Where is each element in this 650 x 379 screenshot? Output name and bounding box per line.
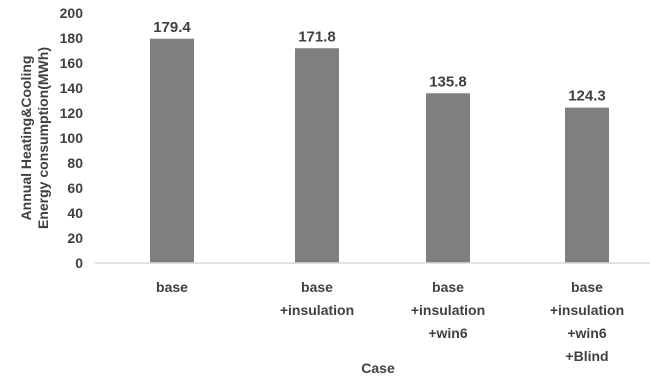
y-tick-label: 180 (60, 30, 84, 46)
y-tick-label: 120 (60, 105, 84, 121)
y-axis-ticks: 0 20 40 60 80 100 120 140 160 180 200 (60, 5, 84, 271)
data-label: 171.8 (298, 28, 336, 45)
x-category-label: +Blind (565, 348, 608, 364)
y-axis-title: Annual Heating&Cooling Energy consumption… (18, 47, 51, 229)
data-labels: 179.4 171.8 135.8 124.3 (153, 19, 606, 105)
x-category-label: base (432, 279, 464, 295)
y-tick-label: 80 (67, 155, 83, 171)
data-label: 135.8 (429, 73, 467, 90)
y-tick-label: 40 (67, 205, 83, 221)
y-tick-label: 140 (60, 80, 84, 96)
y-tick-label: 100 (60, 130, 84, 146)
y-tick-label: 60 (67, 180, 83, 196)
y-axis-title-line: Annual Heating&Cooling (18, 56, 34, 221)
bar (565, 107, 609, 263)
x-category-label: base (301, 279, 333, 295)
y-tick-label: 160 (60, 55, 84, 71)
x-axis-categories: base base +insulation base +insulation +win6 b… (156, 279, 624, 364)
bars (150, 38, 609, 263)
y-axis-title-line: Energy consumption(MWh) (35, 47, 51, 229)
x-category-label: +win6 (567, 325, 607, 341)
y-tick-label: 0 (75, 255, 83, 271)
bar (426, 93, 470, 263)
x-category-label: base (571, 279, 603, 295)
x-category-label: +insulation (550, 302, 624, 318)
x-category-label: +insulation (280, 302, 354, 318)
bar (295, 48, 339, 263)
x-axis-title: Case (361, 360, 395, 376)
x-category-label: +insulation (411, 302, 485, 318)
y-tick-label: 200 (60, 5, 84, 21)
x-category-label: base (156, 279, 188, 295)
bar (150, 38, 194, 263)
data-label: 124.3 (568, 88, 606, 105)
y-tick-label: 20 (67, 230, 83, 246)
data-label: 179.4 (153, 19, 191, 36)
x-category-label: +win6 (428, 325, 468, 341)
